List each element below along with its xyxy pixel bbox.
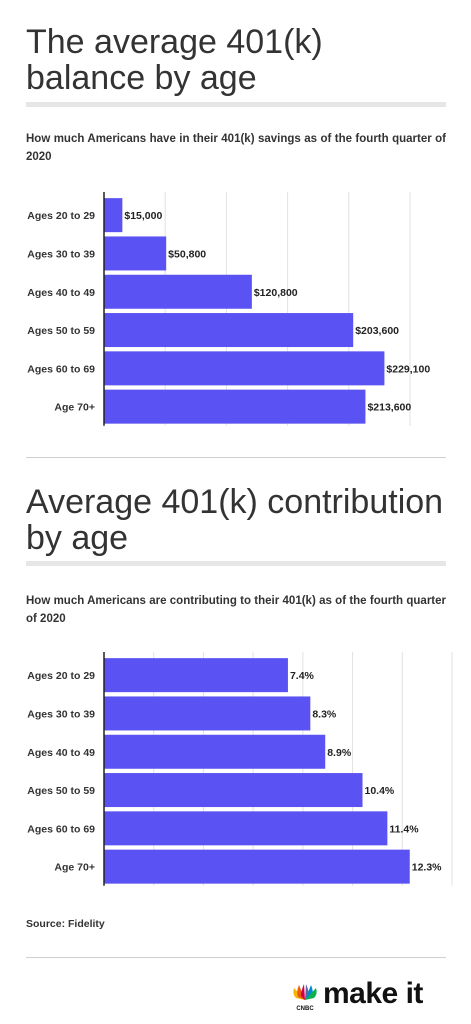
data-label: 10.4% (365, 785, 395, 797)
bar (104, 389, 366, 424)
source-note: Source: Fidelity (26, 918, 105, 930)
data-label: 8.3% (312, 708, 337, 720)
cnbc-peacock-icon: CNBC (293, 984, 317, 1012)
category-label: Age 70+ (54, 402, 95, 414)
bar (104, 313, 354, 348)
category-label: Ages 40 to 49 (27, 287, 95, 299)
data-label: 12.3% (412, 862, 442, 874)
category-label: Ages 20 to 29 (27, 210, 95, 222)
bar (104, 198, 123, 233)
bar (104, 811, 388, 846)
title-underline-1 (26, 102, 446, 107)
bar (104, 658, 288, 693)
contribution-bar-chart: Ages 20 to 29 7.4% Ages 30 to 39 8.3% Ages 4… (27, 652, 453, 886)
data-label: $213,600 (367, 402, 411, 414)
category-label: Ages 20 to 29 (27, 670, 95, 682)
bar (104, 236, 167, 271)
category-label: Ages 60 to 69 (27, 823, 95, 835)
footer-divider (26, 957, 446, 958)
category-label: Ages 40 to 49 (27, 747, 95, 759)
bar (104, 849, 410, 884)
chart-1-title: The average 401(k) balance by age (26, 23, 323, 97)
category-label: Ages 50 to 59 (27, 325, 95, 337)
balance-bar-chart: Ages 20 to 29 $15,000 Ages 30 to 39 $50,800… (27, 192, 430, 426)
section-divider (26, 457, 446, 458)
chart-2-subtitle: How much Americans are contributing to t… (26, 595, 446, 625)
bar (104, 696, 311, 731)
bar (104, 274, 252, 309)
chart-1-subtitle: How much Americans have in their 401(k) … (26, 133, 446, 163)
make-it-wordmark: make it (323, 977, 423, 1010)
category-label: Ages 30 to 39 (27, 708, 95, 720)
bar (104, 734, 326, 769)
title-underline-2 (26, 561, 446, 566)
category-label: Ages 60 to 69 (27, 363, 95, 375)
category-label: Ages 30 to 39 (27, 248, 95, 260)
make-it-logo: CNBC make it (290, 976, 450, 1016)
data-label: $229,100 (386, 363, 430, 375)
bar (104, 773, 363, 808)
chart-2-title: Average 401(k) contribution by age (26, 483, 444, 557)
data-label: 11.4% (389, 823, 419, 835)
bar (104, 351, 385, 386)
data-label: $120,800 (254, 287, 298, 299)
data-label: 8.9% (327, 747, 352, 759)
data-label: $50,800 (168, 248, 206, 260)
data-label: $15,000 (124, 210, 162, 222)
cnbc-wordmark: CNBC (296, 1006, 314, 1012)
data-label: 7.4% (290, 670, 315, 682)
data-label: $203,600 (355, 325, 399, 337)
category-label: Age 70+ (54, 862, 95, 874)
category-label: Ages 50 to 59 (27, 785, 95, 797)
